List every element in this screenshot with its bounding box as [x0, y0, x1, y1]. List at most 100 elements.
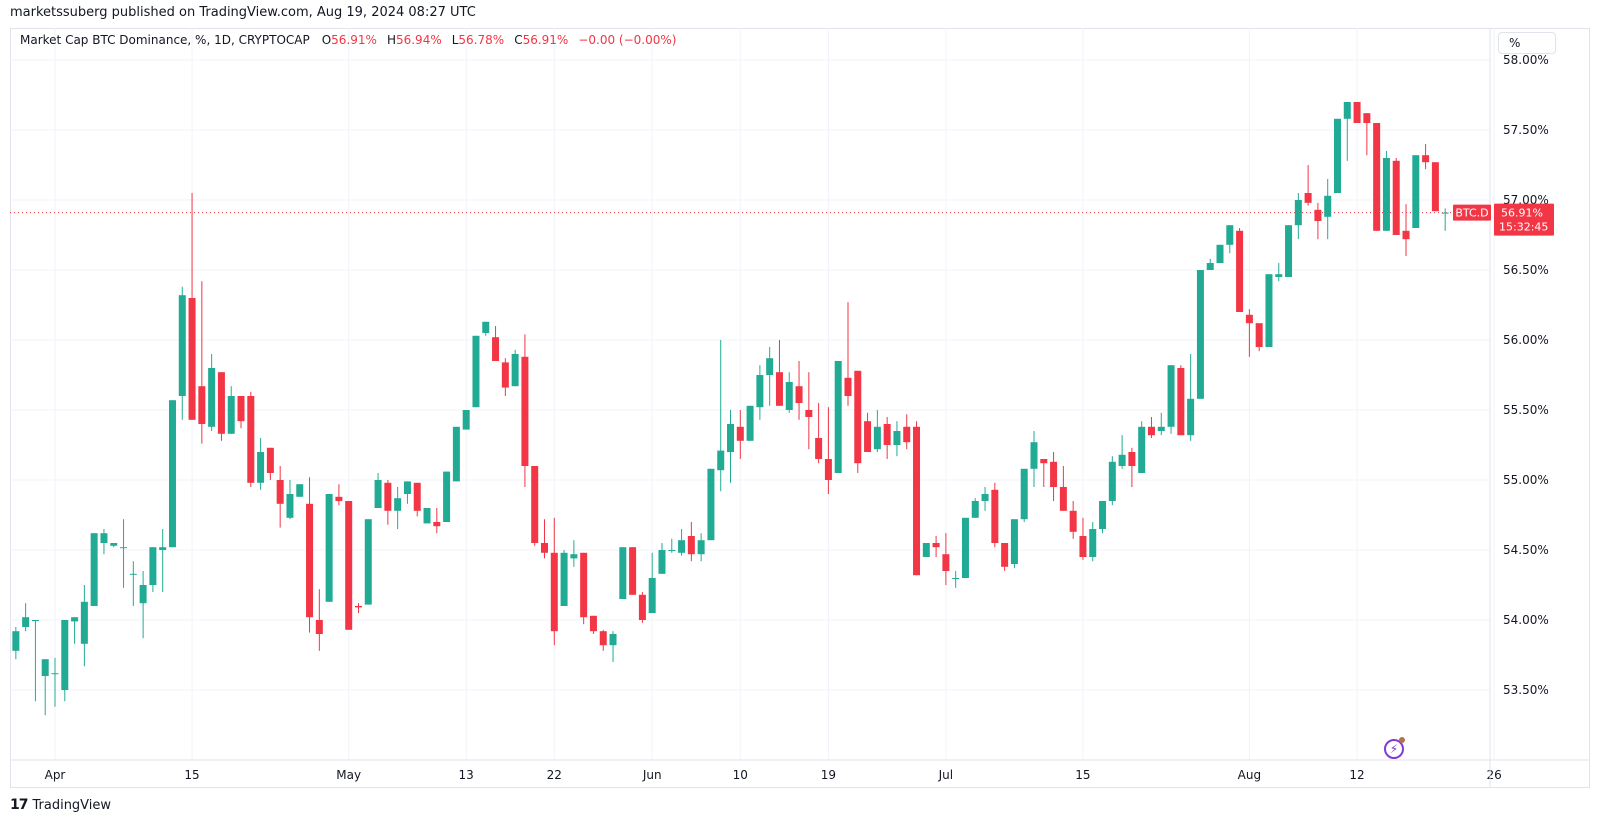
candle-down [531, 466, 539, 543]
candle-up [129, 573, 137, 575]
price-axis-label: 54.00% [1503, 613, 1549, 627]
open-label: O [321, 33, 332, 47]
time-axis-label: 12 [1349, 768, 1364, 782]
time-axis-label: 26 [1486, 768, 1501, 782]
candle-down [198, 386, 206, 424]
candle-down [217, 372, 225, 434]
candle-down [345, 501, 353, 630]
candle-down [629, 547, 637, 595]
brand-name: TradingView [32, 797, 112, 813]
price-axis-label: 56.00% [1503, 333, 1549, 347]
time-axis-label: May [336, 768, 361, 782]
percent-scale-button[interactable]: % [1498, 32, 1556, 54]
candle-down [1314, 209, 1322, 221]
candle-up [482, 321, 490, 333]
candle-down [1040, 459, 1048, 464]
candle-up [1196, 270, 1204, 399]
candle-up [609, 634, 617, 646]
candle-down [1128, 452, 1136, 466]
candle-up [31, 620, 39, 621]
chart-frame [10, 28, 1590, 788]
candle-up [90, 533, 98, 606]
high-value: 56.94% [395, 33, 442, 47]
bar-countdown: 15:32:45 [1499, 221, 1548, 234]
candle-up [374, 480, 382, 508]
candle-up [41, 659, 49, 676]
candle-up [648, 578, 656, 613]
candle-up [1206, 263, 1214, 270]
candle-up [1216, 244, 1224, 263]
candle-up [120, 547, 128, 549]
candle-up [560, 552, 568, 606]
candle-up [893, 431, 901, 445]
candle-down [1392, 160, 1400, 235]
time-axis-label: 13 [459, 768, 474, 782]
candle-down [1236, 230, 1244, 312]
candle-up [717, 450, 725, 471]
candle-down [1353, 102, 1361, 123]
candle-up [71, 617, 79, 622]
candle-up [952, 578, 960, 579]
candle-up [873, 426, 881, 450]
candle-down [1431, 162, 1439, 212]
lightning-icon[interactable]: ⚡︎ [1384, 739, 1404, 759]
candle-up [668, 550, 676, 551]
low-value: 56.78% [458, 33, 505, 47]
candle-up [110, 543, 118, 546]
candle-down [1079, 536, 1087, 557]
candle-up [766, 358, 774, 375]
candle-up [159, 547, 167, 550]
candle-up [1118, 454, 1126, 466]
candle-up [403, 481, 411, 494]
price-axis-label: 57.00% [1503, 193, 1549, 207]
candle-up [286, 494, 294, 518]
candle-down [266, 447, 274, 473]
candle-up [746, 405, 754, 441]
candle-up [394, 498, 402, 511]
candle-up [1108, 461, 1116, 501]
candle-down [1059, 487, 1067, 511]
candle-down [883, 424, 891, 445]
candle-down [795, 386, 803, 403]
time-axis-label: Apr [45, 768, 66, 782]
price-axis-label: 56.50% [1503, 263, 1549, 277]
time-axis-label: 19 [821, 768, 836, 782]
candle-up [1324, 195, 1332, 217]
candle-down [1177, 368, 1185, 436]
candle-down [521, 356, 529, 466]
change-value: −0.00 (−0.00%) [578, 33, 677, 47]
time-axis-label: Jun [642, 768, 662, 782]
close-label: C [514, 33, 523, 47]
tradingview-footer[interactable]: 17 TradingView [10, 797, 111, 813]
candle-up [80, 601, 88, 644]
last-price-value: 56.91% [1501, 207, 1543, 220]
candle-down [501, 362, 509, 388]
candle-up [1412, 155, 1420, 228]
candle-up [619, 547, 627, 599]
candle-down [1050, 461, 1058, 487]
low-label: L [451, 33, 459, 47]
candle-up [1382, 158, 1390, 231]
close-value: 56.91% [522, 33, 569, 47]
candle-up [961, 517, 969, 578]
candle-down [315, 620, 323, 634]
candles [12, 102, 1449, 716]
published-caption: marketssuberg published on TradingView.c… [10, 5, 476, 20]
candle-down [932, 543, 940, 548]
candle-down [276, 480, 284, 504]
candle-down [815, 438, 823, 459]
candle-up [1265, 274, 1273, 347]
candle-down [687, 536, 695, 555]
candle-down [1363, 113, 1371, 123]
time-axis-label: Aug [1238, 768, 1261, 782]
candle-down [247, 396, 255, 483]
candle-up [785, 382, 793, 410]
candle-down [1255, 323, 1263, 347]
time-axis-label: 15 [184, 768, 199, 782]
candle-up [1294, 200, 1302, 226]
symbol-title[interactable]: Market Cap BTC Dominance, %, 1D, CRYPTOC… [20, 33, 310, 47]
candle-up [1187, 398, 1195, 436]
candle-up [834, 361, 842, 473]
candle-down [306, 503, 314, 618]
